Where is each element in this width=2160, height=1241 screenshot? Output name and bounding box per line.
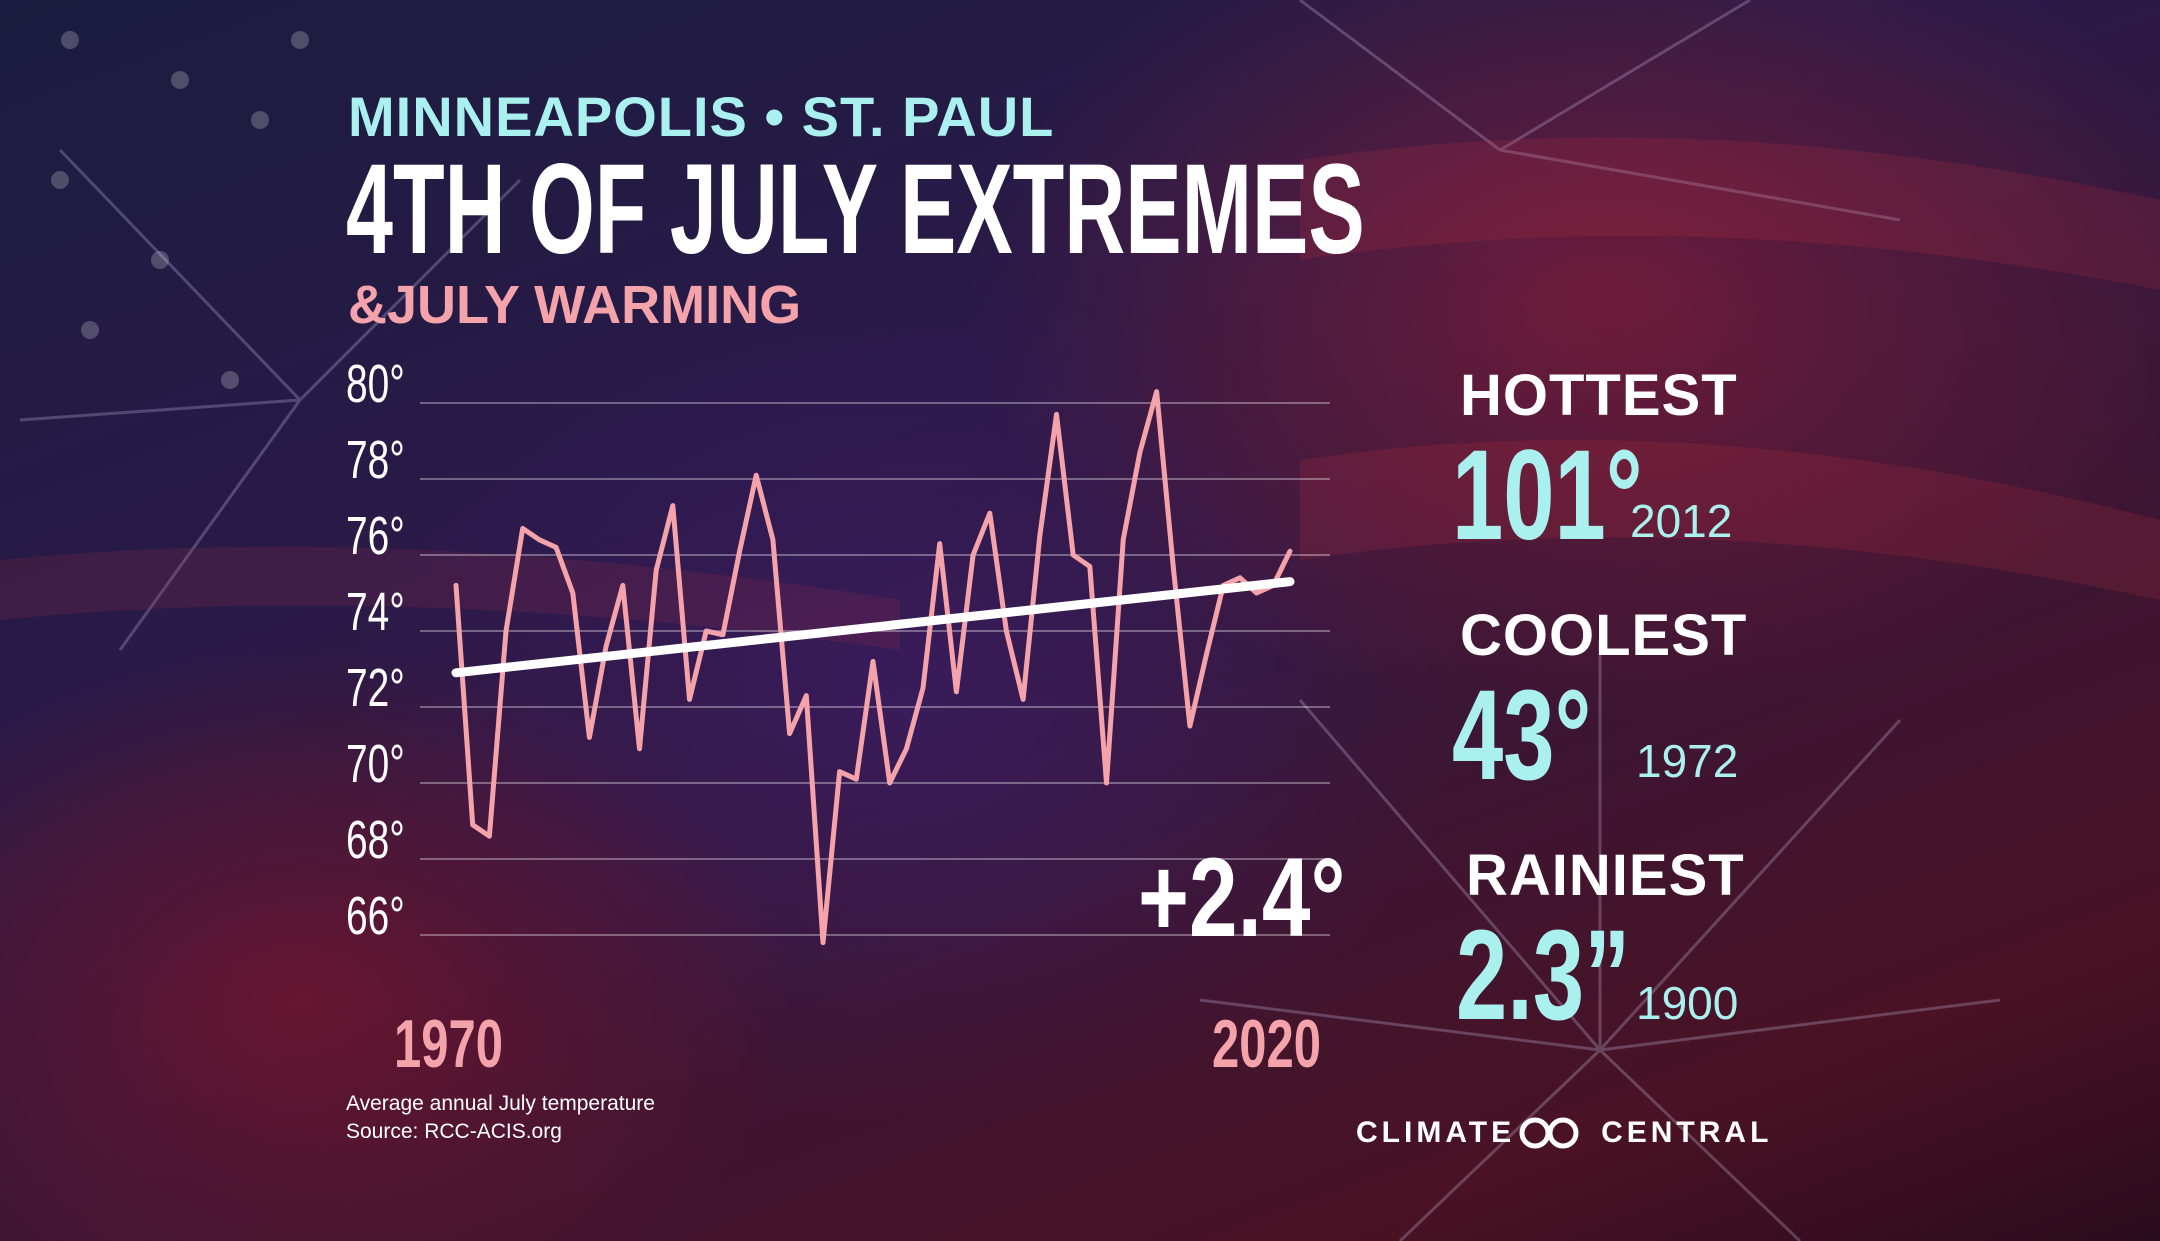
stat-coolest-label: COOLEST <box>1460 603 1748 668</box>
stat-rainiest-value-text: 2.3” <box>1456 904 1631 1047</box>
x-label-end-text: 2020 <box>1212 1006 1321 1082</box>
trend-line <box>451 577 1295 678</box>
stat-hottest-year: 2012 <box>1630 495 1733 547</box>
stat-hottest-value: 101° <box>1452 432 1717 560</box>
y-tick-label: 74° <box>346 582 405 642</box>
stat-rainiest-value: 2.3” <box>1456 912 1698 1040</box>
y-tick-label: 76° <box>346 506 405 566</box>
stat-coolest-value-text: 43° <box>1452 664 1592 807</box>
warming-change-annotation: +2.4° <box>1138 842 1404 954</box>
x-label-end: 2020 <box>1212 1010 1363 1078</box>
chart-series <box>451 389 1295 946</box>
x-label-start-text: 1970 <box>394 1006 503 1082</box>
stat-rainiest-year: 1900 <box>1636 977 1739 1029</box>
stat-hottest-label: HOTTEST <box>1460 363 1738 428</box>
warming-change-text: +2.4° <box>1138 835 1346 960</box>
y-tick-label: 70° <box>346 734 405 794</box>
page-subtitle: &JULY WARMING <box>348 275 802 335</box>
y-tick-label: 80° <box>346 354 405 414</box>
y-tick-label: 78° <box>346 430 405 490</box>
infinity-rings-icon <box>1519 1117 1579 1149</box>
july-temperature-line <box>453 389 1293 946</box>
y-tick-label: 68° <box>346 810 405 870</box>
data-source: Source: RCC-ACIS.org <box>346 1120 562 1143</box>
y-tick-label: 66° <box>346 886 405 946</box>
stat-coolest-value: 43° <box>1452 672 1646 800</box>
brand-right-text: CENTRAL <box>1601 1116 1773 1149</box>
page-title-text: 4TH OF JULY EXTREMES <box>346 138 1365 281</box>
page-title: 4TH OF JULY EXTREMES <box>346 146 1890 274</box>
brand-logo: CLIMATE CENTRAL <box>1356 1116 1772 1150</box>
brand-left-text: CLIMATE <box>1356 1116 1516 1149</box>
stat-rainiest-label: RAINIEST <box>1466 843 1745 908</box>
chart-description: Average annual July temperature <box>346 1092 655 1115</box>
y-tick-label: 72° <box>346 658 405 718</box>
city-name: MINNEAPOLIS • ST. PAUL <box>348 85 1055 148</box>
chart-gridlines <box>420 402 1330 936</box>
stat-coolest-year: 1972 <box>1636 735 1739 787</box>
x-label-start: 1970 <box>394 1010 545 1078</box>
stat-hottest-value-text: 101° <box>1452 424 1643 567</box>
